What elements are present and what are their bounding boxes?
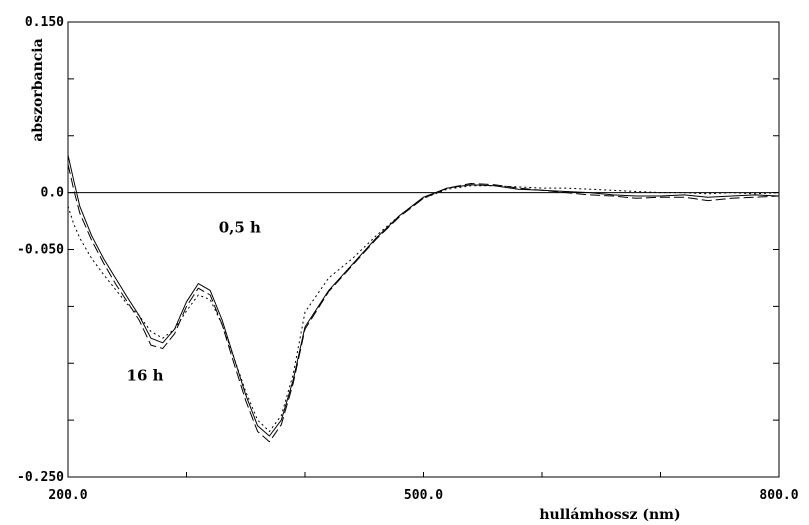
x-tick-label-layer: 200.0 500.0 800.0 [48,488,798,503]
series-line-dotted [67,185,780,432]
series-line-dashed [67,164,780,443]
y-tick-label-layer: 0.150 0.0 -0.050 -0.250 [17,15,64,485]
series-layer [67,154,780,443]
x-axis-title: hullámhossz (nm) [539,507,680,523]
series-line-solid [67,154,780,437]
y-axis-title: abszorbancia [30,38,46,141]
y-tick-label: -0.050 [17,243,64,258]
y-tick-label: -0.250 [17,470,64,485]
x-tick-label: 500.0 [404,488,443,503]
curve-annotation: 0,5 h [219,218,261,236]
annotation-layer: 0,5 h 16 h [127,218,262,384]
curve-annotation: 16 h [127,366,164,384]
y-tick-label: 0.150 [25,15,64,30]
x-tick-label: 800.0 [759,488,798,503]
x-tick-label: 200.0 [48,488,87,503]
plot-frame [67,21,780,478]
y-tick-label: 0.0 [41,186,65,201]
tick-mark-layer [67,21,780,478]
